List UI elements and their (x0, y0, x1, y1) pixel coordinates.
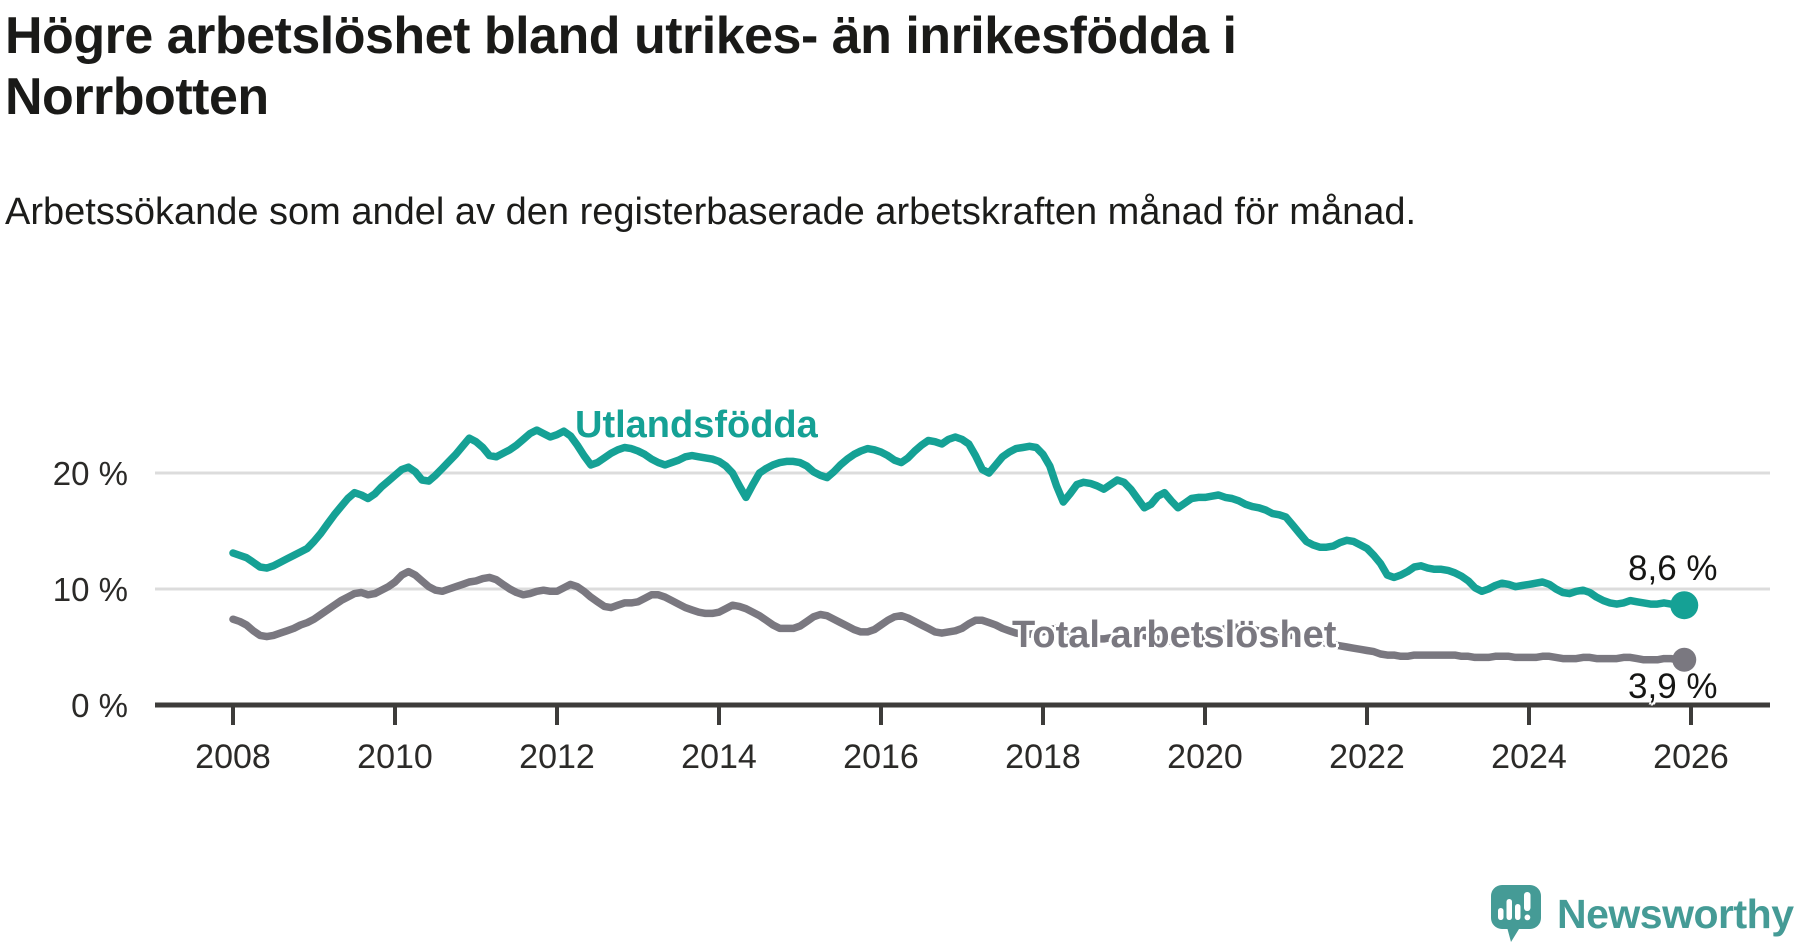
bar-1 (1498, 908, 1504, 920)
end-value-label-utlandsfodda: 8,6 % (1628, 549, 1718, 588)
x-axis-tick-label: 2018 (1005, 738, 1081, 776)
bar-3 (1515, 904, 1521, 920)
series-label-total-arbetsloshet: Total arbetslöshet (1012, 614, 1337, 656)
newsworthy-bubble-icon (1491, 885, 1541, 942)
x-axis-tick-label: 2012 (519, 738, 595, 776)
x-axis-tick-label: 2020 (1167, 738, 1243, 776)
x-axis-tick-label: 2016 (843, 738, 919, 776)
series-line-total-arbetsloshet (229, 567, 1689, 664)
y-axis-tick-label: 20 % (53, 455, 128, 492)
bar-2 (1506, 899, 1512, 920)
newsworthy-logo-text: Newsworthy (1557, 890, 1794, 937)
y-axis-tick-label: 0 % (71, 687, 128, 724)
exclamation-bar (1524, 892, 1531, 911)
series-line-utlandsfodda (229, 426, 1689, 609)
series-label-utlandsfodda: Utlandsfödda (575, 404, 818, 446)
series-end-dot-total-arbetsloshet (1672, 647, 1697, 672)
x-axis-tick-label: 2026 (1653, 738, 1729, 776)
series-end-dot-utlandsfodda (1670, 591, 1699, 620)
x-axis-tick-label: 2010 (357, 738, 433, 776)
newsworthy-logo: Newsworthy (1490, 884, 1794, 944)
x-axis-tick-label: 2014 (681, 738, 757, 776)
x-axis-tick-label: 2008 (195, 738, 271, 776)
y-axis-tick-label: 10 % (53, 571, 128, 608)
x-axis-tick-label: 2022 (1329, 738, 1405, 776)
exclamation-dot (1524, 914, 1531, 921)
x-axis-tick-label: 2024 (1491, 738, 1567, 776)
chart-subtitle: Arbetssökande som andel av den registerb… (5, 191, 1417, 233)
end-value-label-total: 3,9 % (1628, 667, 1718, 706)
chart-title: Högre arbetslöshet bland utrikes- än inr… (5, 7, 1237, 127)
